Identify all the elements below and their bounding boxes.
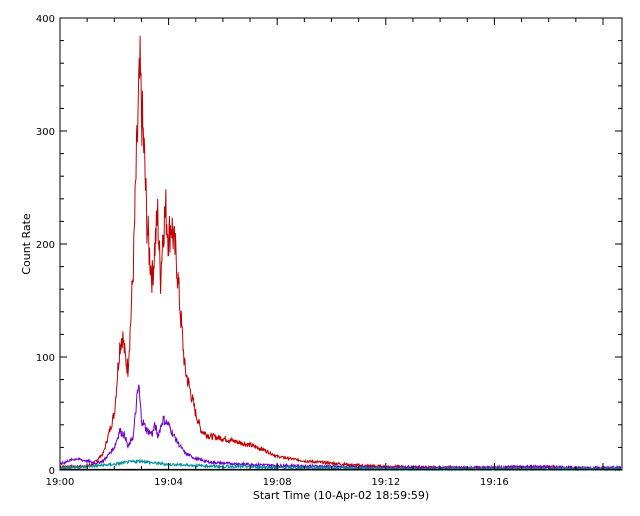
x-tick-label-2: 19:08 [263, 477, 292, 488]
y-tick-label-2: 200 [36, 240, 55, 251]
series-line-2 [59, 384, 623, 471]
y-tick-label-0: 0 [49, 466, 55, 477]
series-line-3 [59, 458, 623, 472]
y-tick-label-4: 400 [36, 14, 55, 25]
x-tick-label-3: 19:12 [371, 477, 400, 488]
x-tick-label-1: 19:04 [154, 477, 183, 488]
series-line-1 [59, 35, 623, 472]
x-tick-label-4: 19:16 [480, 477, 509, 488]
x-axis-label: Start Time (10-Apr-02 18:59:59) [253, 489, 429, 502]
y-tick-label-1: 100 [36, 353, 55, 364]
y-axis-label: Count Rate [20, 213, 33, 275]
plot-frame [59, 17, 623, 471]
series-layer [59, 35, 623, 472]
ticks-layer: 19:00 19:04 19:08 19:12 19:16 0 100 200 300 400 [36, 14, 622, 488]
x-tick-label-0: 19:00 [46, 477, 75, 488]
y-tick-label-3: 300 [36, 127, 55, 138]
